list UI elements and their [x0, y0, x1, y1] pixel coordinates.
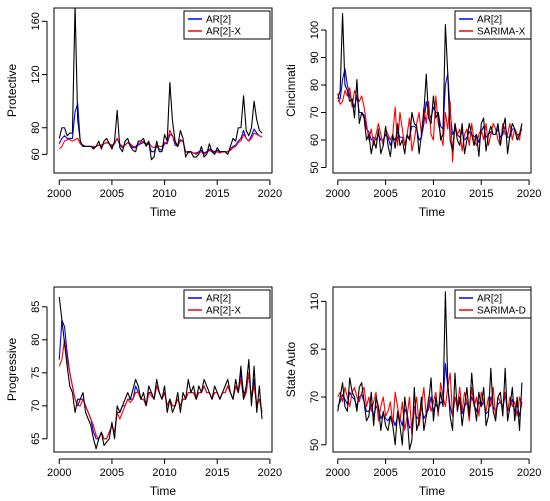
observed-line	[58, 8, 263, 161]
x-tick-label: 2005	[373, 188, 397, 200]
legend-label: AR[2]	[206, 15, 231, 26]
y-tick-label: 85	[30, 301, 42, 313]
y-tick-label: 90	[309, 51, 321, 63]
x-tick-label: 2015	[205, 467, 229, 479]
plot-frame	[332, 7, 532, 174]
x-axis-label: Time	[150, 205, 177, 219]
series-lines	[58, 8, 263, 161]
observed-line	[337, 12, 523, 158]
x-tick-label: 2005	[100, 467, 124, 479]
y-tick-label: 75	[30, 367, 42, 379]
y-tick-label: 80	[30, 122, 42, 134]
x-tick-label: 2010	[152, 188, 176, 200]
series-line-sarima-d	[337, 372, 523, 436]
legend: AR[2]SARIMA-D	[454, 289, 532, 319]
y-axis-label: Cincinnati	[284, 64, 298, 117]
chart-panel-1: 2000 2005 2010 2015 2020 60 80 120 160 Time Protec…	[5, 7, 282, 219]
y-tick-label: 50	[309, 439, 321, 451]
legend: AR[2]AR[2]-X	[183, 289, 271, 319]
x-tick-label: 2000	[326, 467, 350, 479]
x-tick-label: 2000	[326, 188, 350, 200]
legend: AR[2]SARIMA-X	[454, 10, 532, 40]
legend-label: AR[2]-X	[206, 27, 241, 38]
x-tick-label: 2020	[258, 188, 282, 200]
legend-box	[183, 289, 271, 319]
y-tick-label: 160	[30, 12, 42, 30]
chart-panel-3: 2000 2005 2010 2015 2020 65 70 75 80 85 Time Progre…	[5, 286, 282, 498]
y-tick-label: 80	[30, 334, 42, 346]
y-tick-label: 80	[309, 79, 321, 91]
legend-box	[183, 10, 271, 40]
plot-frame	[53, 286, 273, 453]
x-tick-label: 2020	[258, 467, 282, 479]
y-tick-label: 120	[30, 65, 42, 83]
x-tick-label: 2005	[100, 188, 124, 200]
x-axis-label: Time	[150, 484, 177, 498]
x-tick-label: 2015	[205, 188, 229, 200]
legend-label: SARIMA-D	[477, 306, 526, 317]
x-tick-label: 2020	[517, 188, 541, 200]
y-tick-label: 100	[309, 21, 321, 39]
y-axis-label: Progressive	[5, 337, 19, 401]
x-tick-label: 2015	[469, 467, 493, 479]
plot-frame	[332, 286, 532, 453]
x-tick-label: 2010	[421, 467, 445, 479]
x-axis-label: Time	[419, 205, 446, 219]
series-lines	[337, 291, 523, 451]
observed-line	[337, 291, 523, 451]
observed-line	[58, 296, 263, 450]
x-tick-label: 2000	[47, 467, 71, 479]
legend-label: AR[2]	[206, 294, 231, 305]
legend-label: AR[2]	[477, 15, 502, 26]
plot-frame	[53, 7, 273, 174]
y-axis-label: Protective	[5, 63, 19, 117]
y-tick-label: 70	[309, 106, 321, 118]
x-axis-label: Time	[419, 484, 446, 498]
y-tick-label: 60	[30, 148, 42, 160]
y-tick-label: 90	[309, 343, 321, 355]
legend-box	[454, 289, 532, 319]
series-lines	[58, 296, 263, 450]
x-tick-label: 2000	[47, 188, 71, 200]
x-tick-label: 2015	[469, 188, 493, 200]
y-tick-label: 50	[309, 161, 321, 173]
legend-label: AR[2]-X	[206, 306, 241, 317]
x-tick-label: 2010	[421, 188, 445, 200]
series-line-sarima-x	[337, 87, 523, 163]
y-tick-label: 110	[309, 293, 321, 311]
chart-panel-4: 2000 2005 2010 2015 2020 50 70 90 110 Time State A…	[284, 286, 541, 498]
y-tick-label: 60	[309, 134, 321, 146]
chart-panel-2: 2000 2005 2010 2015 2020 50 60 70 80 90 100 Time Cin…	[284, 7, 541, 219]
y-tick-label: 65	[30, 433, 42, 445]
legend-label: SARIMA-X	[477, 27, 526, 38]
y-axis-label: State Auto	[284, 341, 298, 397]
y-tick-label: 70	[30, 400, 42, 412]
y-tick-label: 70	[309, 391, 321, 403]
x-tick-label: 2020	[517, 467, 541, 479]
x-tick-label: 2005	[373, 467, 397, 479]
legend-label: AR[2]	[477, 294, 502, 305]
x-tick-label: 2010	[152, 467, 176, 479]
legend-box	[454, 10, 532, 40]
legend: AR[2]AR[2]-X	[183, 10, 271, 40]
series-lines	[337, 12, 523, 163]
